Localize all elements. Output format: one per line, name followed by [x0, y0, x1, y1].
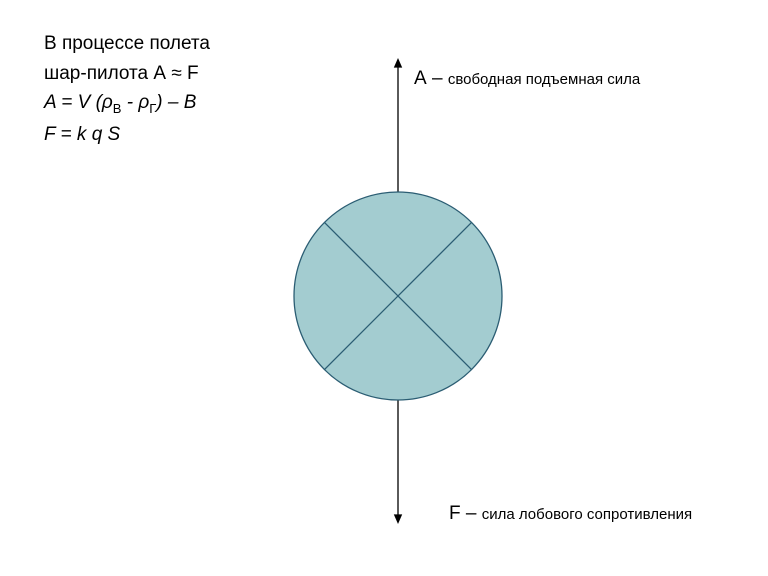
formula-f: F = k q S	[44, 121, 210, 149]
formula-block: В процессе полета шар-пилота А ≈ F A = V…	[44, 30, 210, 150]
formula-a-mid: -	[121, 92, 138, 113]
balloon-diagram	[258, 48, 538, 528]
formula-a: A = V (ρВ - ρГ) – В	[44, 89, 210, 119]
rho-1: ρ	[102, 92, 113, 113]
text-line-1: В процессе полета	[44, 30, 210, 58]
formula-a-prefix: A = V (	[44, 92, 102, 113]
rho-2: ρ	[138, 92, 149, 113]
text-line-2: шар-пилота А ≈ F	[44, 60, 210, 88]
formula-a-suffix: ) – В	[156, 92, 196, 113]
